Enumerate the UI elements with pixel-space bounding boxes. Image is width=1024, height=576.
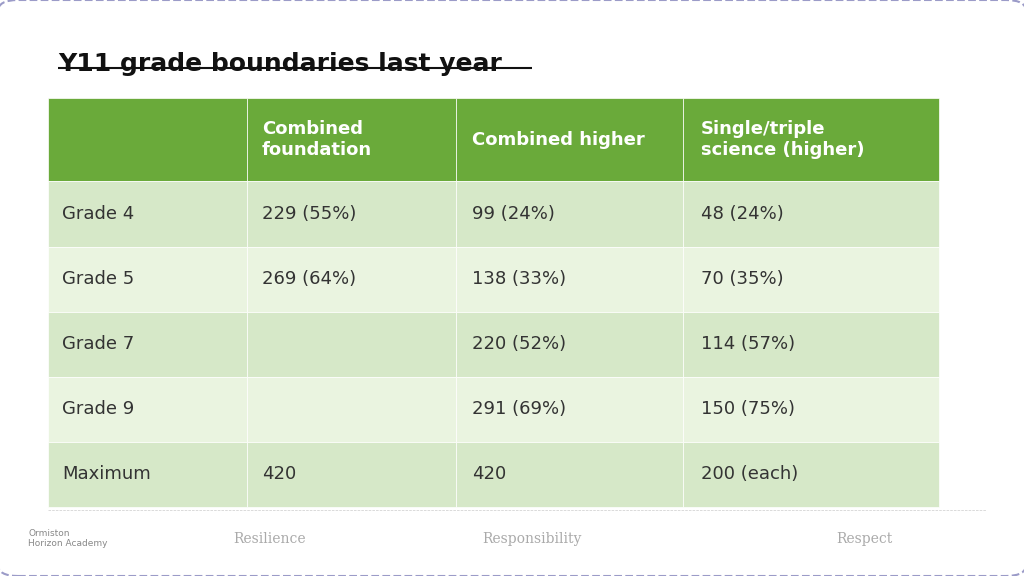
Bar xyxy=(683,377,939,442)
Bar xyxy=(48,377,247,442)
Bar xyxy=(456,247,683,312)
Bar xyxy=(247,247,456,312)
Bar xyxy=(456,312,683,377)
Text: 229 (55%): 229 (55%) xyxy=(262,205,356,223)
Bar xyxy=(247,442,456,507)
Text: Maximum: Maximum xyxy=(62,465,151,483)
Bar xyxy=(247,181,456,247)
Text: Y11 grade boundaries last year: Y11 grade boundaries last year xyxy=(58,52,502,76)
Bar xyxy=(48,312,247,377)
Bar xyxy=(247,377,456,442)
Text: 99 (24%): 99 (24%) xyxy=(472,205,555,223)
Text: 114 (57%): 114 (57%) xyxy=(701,335,796,353)
Text: 48 (24%): 48 (24%) xyxy=(701,205,783,223)
Text: Single/triple
science (higher): Single/triple science (higher) xyxy=(701,120,864,159)
Text: Combined
foundation: Combined foundation xyxy=(262,120,372,159)
Text: Grade 5: Grade 5 xyxy=(62,270,134,288)
Text: 269 (64%): 269 (64%) xyxy=(262,270,356,288)
Text: Ormiston
Horizon Academy: Ormiston Horizon Academy xyxy=(28,529,108,548)
Text: 420: 420 xyxy=(472,465,506,483)
Bar xyxy=(456,377,683,442)
Bar xyxy=(48,247,247,312)
Bar xyxy=(48,181,247,247)
Bar xyxy=(683,181,939,247)
Text: Resilience: Resilience xyxy=(233,532,306,545)
Text: 200 (each): 200 (each) xyxy=(701,465,799,483)
Text: Grade 9: Grade 9 xyxy=(62,400,134,418)
Text: 420: 420 xyxy=(262,465,296,483)
Text: Responsibility: Responsibility xyxy=(482,532,582,545)
Bar xyxy=(683,442,939,507)
Text: 220 (52%): 220 (52%) xyxy=(472,335,566,353)
Text: Respect: Respect xyxy=(837,532,893,545)
Text: Grade 4: Grade 4 xyxy=(62,205,134,223)
Bar xyxy=(247,98,456,181)
Text: Combined higher: Combined higher xyxy=(472,131,644,149)
Bar xyxy=(48,442,247,507)
Bar xyxy=(247,312,456,377)
Bar xyxy=(683,98,939,181)
Bar xyxy=(683,312,939,377)
Text: 138 (33%): 138 (33%) xyxy=(472,270,566,288)
Bar xyxy=(456,442,683,507)
Text: 70 (35%): 70 (35%) xyxy=(701,270,783,288)
Text: 291 (69%): 291 (69%) xyxy=(472,400,566,418)
Text: 150 (75%): 150 (75%) xyxy=(701,400,795,418)
Bar xyxy=(456,181,683,247)
Bar xyxy=(683,247,939,312)
Bar xyxy=(48,98,247,181)
Text: Grade 7: Grade 7 xyxy=(62,335,134,353)
Bar xyxy=(456,98,683,181)
